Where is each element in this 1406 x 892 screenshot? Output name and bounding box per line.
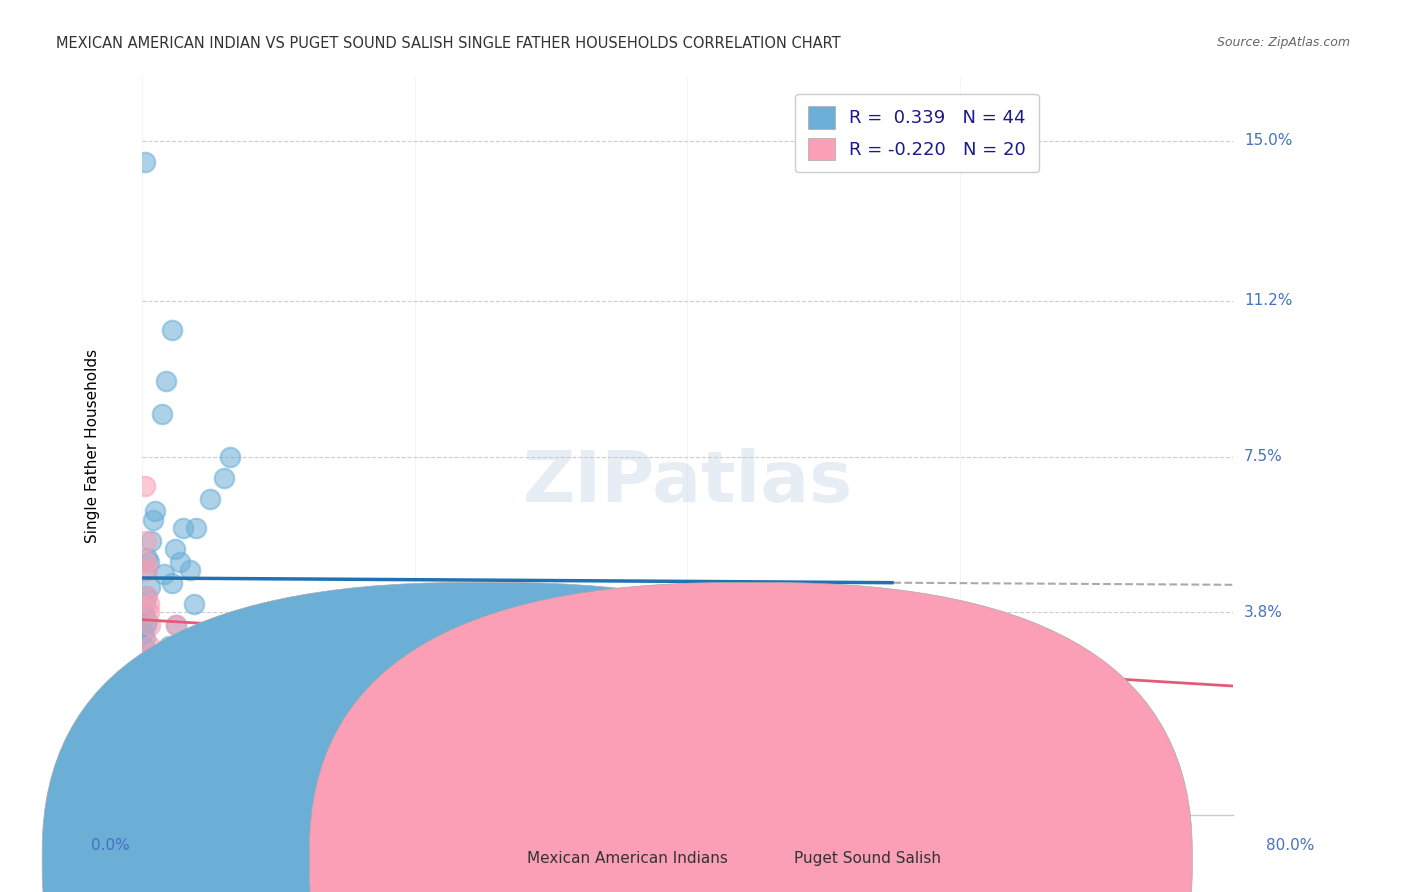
Point: [135, 589, 157, 603]
Point: [136, 563, 159, 577]
Point: [134, 479, 156, 493]
Text: 0.0%: 0.0%: [91, 838, 131, 853]
Point: [186, 521, 208, 535]
Point: [169, 681, 191, 696]
Point: [145, 504, 167, 518]
Text: Single Father Households: Single Father Households: [86, 349, 100, 543]
Point: [136, 589, 159, 603]
Point: [813, 631, 835, 645]
Point: [135, 533, 157, 548]
Point: [370, 660, 392, 674]
Point: [150, 660, 173, 674]
Point: [198, 491, 221, 506]
Point: [219, 450, 242, 464]
Text: 11.2%: 11.2%: [1244, 293, 1292, 308]
Point: [165, 618, 187, 632]
Point: [157, 639, 180, 653]
Point: [444, 681, 467, 696]
Point: [163, 542, 186, 557]
Point: [135, 555, 157, 569]
Text: 7.5%: 7.5%: [1244, 449, 1282, 464]
Text: 80.0%: 80.0%: [1267, 838, 1315, 853]
Point: [150, 408, 173, 422]
Point: [183, 597, 205, 611]
Point: [132, 639, 155, 653]
Text: Source: ZipAtlas.com: Source: ZipAtlas.com: [1216, 36, 1350, 49]
Point: [132, 673, 155, 687]
Point: [139, 580, 162, 594]
Point: [134, 702, 156, 716]
Point: [169, 702, 191, 716]
Point: [152, 567, 174, 582]
Point: [132, 714, 155, 729]
Point: [142, 660, 165, 674]
Text: 15.0%: 15.0%: [1244, 133, 1292, 148]
Point: [134, 154, 156, 169]
Point: [138, 597, 160, 611]
Point: [212, 470, 235, 484]
Text: 3.8%: 3.8%: [1244, 605, 1284, 620]
Point: [172, 648, 194, 662]
Text: ZIPatlas: ZIPatlas: [523, 449, 852, 517]
Point: [132, 660, 155, 674]
Point: [744, 639, 766, 653]
Point: [160, 323, 183, 337]
Point: [141, 533, 163, 548]
Point: [136, 550, 159, 565]
Point: [139, 618, 162, 632]
Point: [165, 639, 187, 653]
Point: [135, 618, 157, 632]
Point: [134, 609, 156, 624]
Point: [172, 521, 194, 535]
Point: [134, 631, 156, 645]
Point: [132, 626, 155, 640]
Point: [179, 563, 201, 577]
Point: [135, 563, 157, 577]
Point: [142, 513, 165, 527]
Point: [155, 681, 177, 696]
Text: Puget Sound Salish: Puget Sound Salish: [794, 851, 942, 865]
Point: [136, 614, 159, 628]
Point: [141, 648, 163, 662]
Point: [138, 555, 160, 569]
Text: Mexican American Indians: Mexican American Indians: [527, 851, 728, 865]
Point: [155, 374, 177, 388]
Point: [165, 618, 187, 632]
Point: [138, 606, 160, 620]
Point: [160, 575, 183, 590]
Point: [139, 639, 162, 653]
Point: [169, 555, 191, 569]
Point: [132, 606, 155, 620]
Point: [1017, 639, 1039, 653]
Point: [134, 651, 156, 665]
Point: [135, 648, 157, 662]
Point: [134, 723, 156, 738]
Point: [134, 597, 156, 611]
Legend: R =  0.339   N = 44, R = -0.220   N = 20: R = 0.339 N = 44, R = -0.220 N = 20: [794, 94, 1039, 172]
Text: MEXICAN AMERICAN INDIAN VS PUGET SOUND SALISH SINGLE FATHER HOUSEHOLDS CORRELATI: MEXICAN AMERICAN INDIAN VS PUGET SOUND S…: [56, 36, 841, 51]
Point: [132, 690, 155, 704]
